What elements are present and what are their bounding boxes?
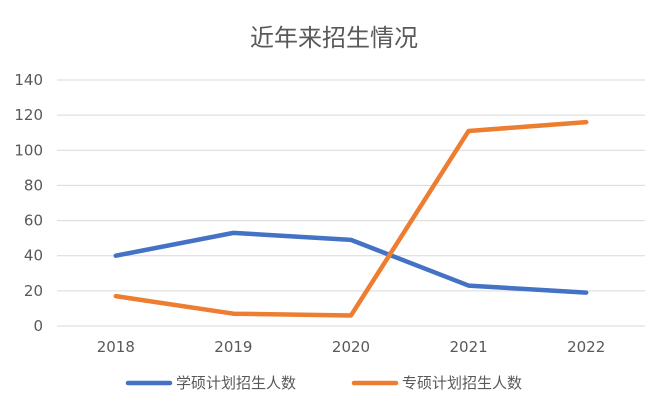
x-tick-label: 2022 — [567, 338, 605, 356]
legend-label: 专硕计划招生人数 — [402, 374, 522, 392]
series-line-0 — [113, 230, 589, 295]
series-lines — [113, 119, 589, 318]
y-tick-label: 40 — [24, 247, 43, 265]
chart-title: 近年来招生情况 — [250, 24, 418, 52]
legend: 学硕计划招生人数 专硕计划招生人数 — [125, 374, 522, 392]
x-tick-label: 2020 — [332, 338, 370, 356]
y-axis-ticks: 0 20 40 60 80 100 120 140 — [14, 71, 43, 335]
y-tick-label: 80 — [24, 176, 43, 194]
y-tick-label: 0 — [33, 317, 43, 335]
x-tick-label: 2019 — [214, 338, 252, 356]
legend-item-1: 专硕计划招生人数 — [351, 374, 522, 392]
legend-label: 学硕计划招生人数 — [176, 374, 296, 392]
x-tick-label: 2021 — [450, 338, 488, 356]
y-tick-label: 140 — [14, 71, 43, 89]
y-tick-label: 60 — [24, 212, 43, 230]
x-axis-ticks: 2018 2019 2020 2021 2022 — [97, 338, 606, 356]
y-tick-label: 20 — [24, 282, 43, 300]
y-tick-label: 120 — [14, 106, 43, 124]
x-tick-label: 2018 — [97, 338, 135, 356]
y-tick-label: 100 — [14, 141, 43, 159]
legend-item-0: 学硕计划招生人数 — [125, 374, 296, 392]
gridlines — [57, 79, 645, 327]
